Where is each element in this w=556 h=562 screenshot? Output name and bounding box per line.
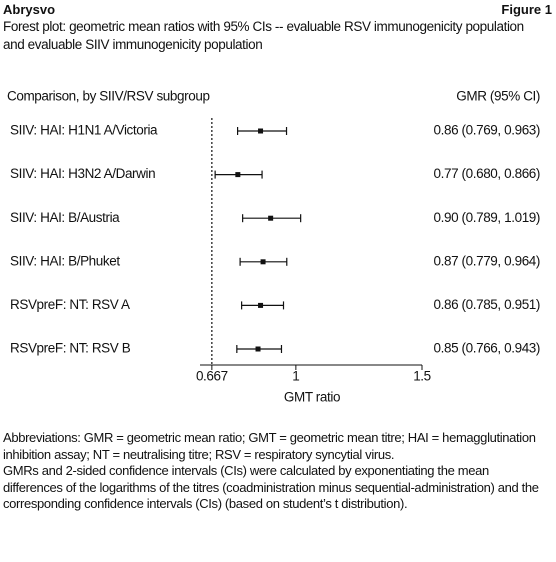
product-name: Abrysvo [3,2,56,17]
point-estimate [235,172,241,178]
value-label: 0.87 (0.779, 0.964) [434,253,540,268]
value-label: 0.86 (0.785, 0.951) [434,297,540,312]
x-tick-label: 1.5 [413,369,431,384]
note: GMRs and 2-sided confidence intervals (C… [3,463,539,511]
value-label: 0.85 (0.766, 0.943) [434,341,540,356]
point-estimate [260,259,266,265]
point-estimate [258,128,264,134]
x-tick-label: 0.667 [196,369,228,384]
figure-label: Figure 1 [501,2,552,17]
point-estimate [258,302,264,308]
row-header: Comparison, by SIIV/RSV subgroup [7,89,210,104]
row-label: SIIV: HAI: H1N1 A/Victoria [10,123,158,138]
x-axis-label: GMT ratio [284,390,340,405]
value-label: 0.90 (0.789, 1.019) [434,210,540,225]
note: Abbreviations: GMR = geometric mean rati… [3,430,536,462]
value-label: 0.86 (0.769, 0.963) [434,123,540,138]
point-estimate [255,346,261,352]
chart: Comparison, by SIIV/RSV subgroup GMR (95… [7,89,540,405]
x-tick-label: 1 [292,369,299,384]
value-header: GMR (95% CI) [456,89,540,104]
value-label: 0.77 (0.680, 0.866) [434,166,540,181]
chart-title: Forest plot: geometric mean ratios with … [3,19,524,52]
row-label: SIIV: HAI: H3N2 A/Darwin [10,166,155,181]
row-label: SIIV: HAI: B/Austria [10,210,120,225]
row-label: RSVpreF: NT: RSV B [10,341,131,356]
row-label: SIIV: HAI: B/Phuket [10,253,120,268]
point-estimate [268,215,274,221]
notes: Abbreviations: GMR = geometric mean rati… [3,430,551,513]
row-label: RSVpreF: NT: RSV A [10,297,130,312]
